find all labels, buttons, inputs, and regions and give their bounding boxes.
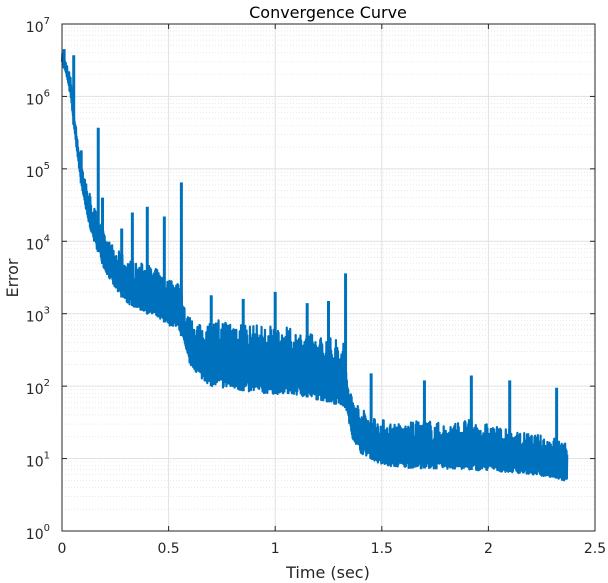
x-tick-label: 2.5	[584, 541, 606, 557]
x-tick-label: 2	[484, 541, 493, 557]
y-tick-label: 105	[26, 161, 50, 181]
series-error	[60, 49, 569, 482]
y-tick-label: 100	[26, 523, 50, 543]
x-axis-title: Time (sec)	[285, 563, 370, 582]
x-tick-label: 0.5	[157, 541, 179, 557]
y-tick-label: 101	[26, 451, 50, 471]
x-tick-label: 1	[271, 541, 280, 557]
chart-title: Convergence Curve	[249, 3, 407, 22]
y-tick-label: 107	[26, 16, 50, 36]
y-tick-label: 104	[26, 233, 50, 253]
x-tick-labels: 0 0.5 1 1.5 2 2.5	[58, 541, 607, 557]
tick-marks	[61, 23, 596, 532]
minor-grid	[62, 27, 595, 510]
y-tick-labels: 100 101 102 103 104 105 106 107	[26, 16, 50, 543]
y-axis-title: Error	[3, 258, 22, 297]
plot-frame	[61, 23, 596, 532]
x-tick-label: 1.5	[371, 541, 393, 557]
y-tick-label: 103	[26, 306, 50, 326]
y-tick-label: 102	[26, 378, 50, 398]
y-tick-label: 106	[26, 88, 50, 108]
x-tick-label: 0	[58, 541, 67, 557]
